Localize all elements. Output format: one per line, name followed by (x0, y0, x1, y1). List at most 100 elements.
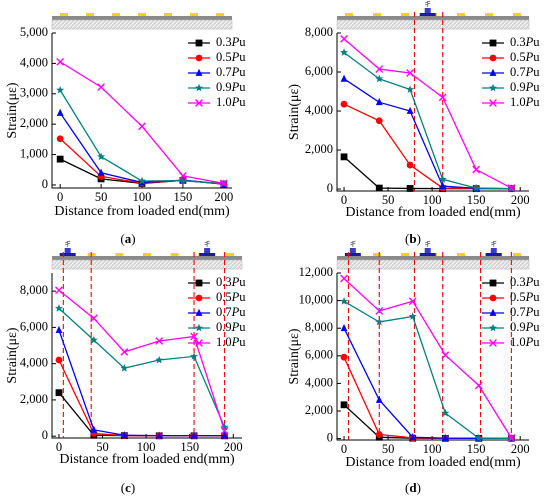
y-tick-label: 4,000 (305, 103, 333, 117)
data-point (220, 426, 229, 435)
legend-entry-label: 0.5Pu (216, 290, 246, 304)
x-tick-label: 50 (382, 442, 395, 456)
load-plate (485, 253, 502, 256)
legend-entry-label: 0.5Pu (510, 50, 540, 64)
legend-marker (195, 294, 203, 302)
series-0-9Pu (54, 304, 229, 431)
data-point (340, 100, 348, 108)
data-point (178, 176, 187, 185)
legend-entry-label: 0.7Pu (510, 305, 540, 319)
axes-frame (51, 273, 242, 439)
legend-entry-label: 0.3Pu (510, 275, 540, 289)
legend-marker (195, 68, 203, 76)
data-point (179, 171, 187, 180)
chart-panel-a: 0 1,000 2,000 3,000 4,000 5,000 0 50 100 150 200Di… (5, 13, 246, 246)
data-point (375, 431, 383, 438)
series-line (343, 327, 512, 439)
load-block (349, 248, 356, 253)
x-tick-label: 100 (423, 442, 442, 456)
data-point (54, 304, 63, 312)
strain-gauge (216, 13, 224, 16)
load-spring-icon (425, 0, 431, 7)
data-point (190, 332, 198, 341)
data-point (438, 175, 447, 183)
strain-gauge (138, 13, 146, 16)
strain-gauge (485, 13, 493, 16)
data-point (219, 179, 228, 188)
data-point (507, 434, 516, 442)
strain-gauge (226, 253, 234, 256)
legend-entry-label: 0.5Pu (216, 50, 246, 64)
data-point (375, 317, 384, 326)
load-spring-icon (491, 240, 497, 247)
data-point (340, 48, 349, 56)
data-point (55, 389, 63, 397)
load-plate (199, 253, 216, 256)
x-tick-label: 150 (467, 193, 486, 207)
data-point (441, 351, 450, 360)
legend-marker (195, 308, 203, 316)
series-line (59, 61, 224, 185)
strain-gauge (190, 13, 198, 16)
series-line (343, 404, 512, 439)
legend-marker (195, 83, 203, 92)
data-point (56, 108, 64, 116)
y-tick-label: 8,000 (305, 320, 333, 334)
load-plate (419, 13, 436, 16)
legend-marker (489, 294, 497, 302)
axes-frame (336, 33, 529, 192)
x-axis-label: Distance from loaded end(mm) (59, 452, 235, 467)
series-0-9Pu (340, 48, 516, 193)
load-plate (59, 253, 76, 256)
data-point (340, 74, 348, 82)
y-axis-label: Strain(με) (287, 84, 302, 140)
legend-entry-label: 1.0Pu (216, 335, 246, 349)
data-point (441, 434, 449, 442)
x-tick-label: 200 (214, 190, 233, 204)
legend-entry-label: 0.9Pu (510, 80, 540, 94)
specimen-concrete (51, 259, 243, 270)
legend-entry-label: 0.3Pu (216, 35, 246, 49)
series-0-5Pu (55, 356, 228, 440)
series-1-0Pu (55, 286, 229, 435)
y-tick-label: 8,000 (20, 283, 48, 297)
x-axis-label: Distance from loaded end(mm) (345, 455, 521, 470)
specimen-concrete (51, 19, 233, 30)
series-0-5Pu (340, 353, 515, 442)
panel-label: (a) (120, 231, 135, 246)
specimen-schematic (336, 240, 530, 270)
legend-marker (489, 308, 497, 316)
data-point (340, 34, 348, 43)
data-point (138, 176, 146, 185)
x-tick-label: 100 (137, 440, 156, 454)
chart-panel-b: 0 2,000 4,000 6,000 8,000 0 50 100 150 200Distanc… (287, 0, 540, 246)
load-plate (344, 253, 361, 256)
data-point (438, 93, 447, 102)
series-0-9Pu (56, 85, 228, 188)
data-point (155, 355, 164, 364)
strain-gauge (373, 13, 381, 16)
legend-entry-label: 0.9Pu (216, 80, 246, 94)
load-plate (419, 253, 436, 256)
series-line (58, 359, 225, 437)
data-point (340, 401, 348, 409)
panel-label: (c) (121, 480, 135, 495)
series-0-7Pu (340, 74, 515, 192)
series-0-5Pu (340, 100, 515, 193)
y-tick-label: 0 (327, 181, 333, 195)
series-line (343, 278, 512, 439)
strain-gauge (164, 13, 172, 16)
legend-marker (489, 68, 497, 76)
legend-entry-label: 0.9Pu (216, 320, 246, 334)
legend-marker (195, 279, 203, 287)
strain-gauge (457, 13, 465, 16)
load-block (424, 248, 431, 253)
data-point (190, 352, 199, 360)
data-point (340, 297, 349, 305)
y-tick-label: 0 (42, 177, 48, 191)
legend-entry-label: 1.0Pu (216, 95, 246, 109)
